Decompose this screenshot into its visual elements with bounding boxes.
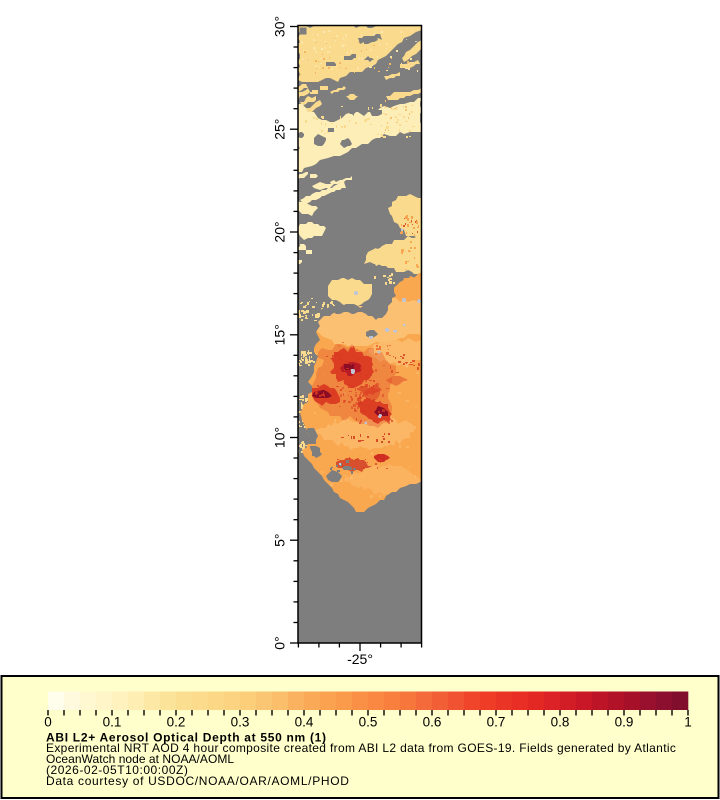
svg-text:10°: 10°	[272, 427, 288, 448]
svg-text:Data courtesy of USDOC/NOAA/OA: Data courtesy of USDOC/NOAA/OAR/AOML/PHO…	[46, 774, 350, 788]
svg-text:20°: 20°	[272, 221, 288, 242]
svg-text:Experimental NRT AOD 4 hour co: Experimental NRT AOD 4 hour composite cr…	[46, 741, 676, 755]
svg-text:0.8: 0.8	[551, 715, 570, 730]
svg-text:0.1: 0.1	[103, 715, 122, 730]
svg-text:1: 1	[684, 715, 692, 730]
svg-text:0.4: 0.4	[295, 715, 314, 730]
svg-text:0.3: 0.3	[231, 715, 250, 730]
svg-text:0.6: 0.6	[423, 715, 442, 730]
svg-text:0: 0	[44, 715, 52, 730]
svg-text:15°: 15°	[272, 324, 288, 345]
svg-text:ABI L2+ Aerosol Optical Depth: ABI L2+ Aerosol Optical Depth at 550 nm …	[46, 731, 327, 745]
svg-text:0°: 0°	[272, 636, 288, 649]
svg-text:25°: 25°	[272, 119, 288, 140]
svg-text:OceanWatch node at NOAA/AOML: OceanWatch node at NOAA/AOML	[46, 752, 234, 766]
svg-text:0.5: 0.5	[359, 715, 378, 730]
svg-text:0.2: 0.2	[167, 715, 186, 730]
svg-text:0.9: 0.9	[615, 715, 634, 730]
svg-text:-25°: -25°	[347, 651, 373, 667]
svg-text:0.7: 0.7	[487, 715, 506, 730]
svg-text:5°: 5°	[272, 534, 288, 547]
svg-text:(2026-02-05T10:00:00Z): (2026-02-05T10:00:00Z)	[46, 763, 188, 777]
svg-text:30°: 30°	[272, 16, 288, 37]
